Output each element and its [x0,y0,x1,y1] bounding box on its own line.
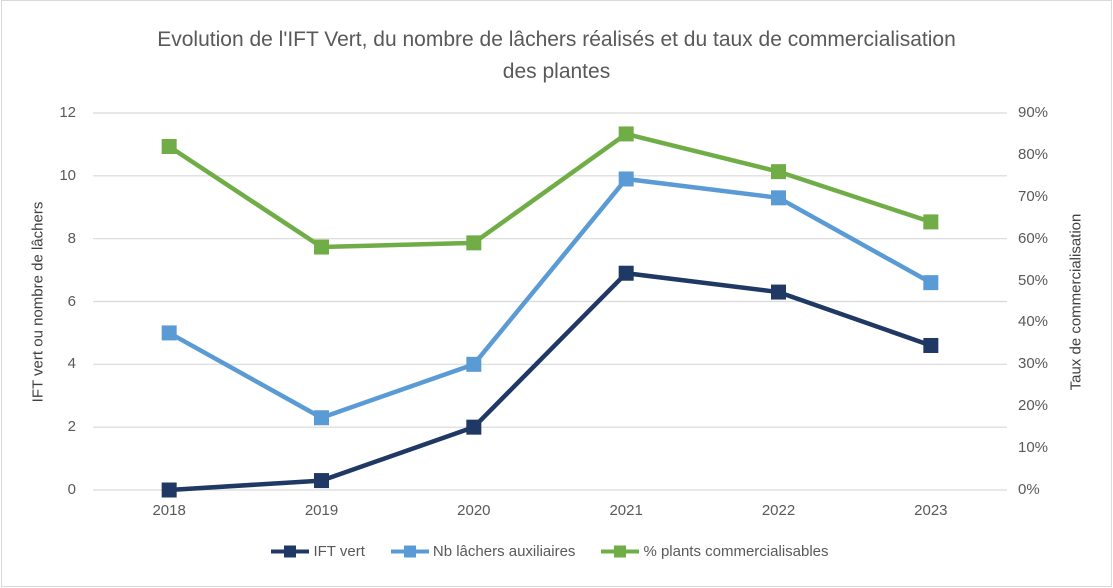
legend-marker-icon [390,545,429,558]
left-axis-tick-label: 8 [67,229,76,247]
data-point-marker [314,473,329,489]
series-line-0 [169,270,932,493]
data-point-marker [161,325,177,341]
legend-marker-icon [601,545,640,558]
data-point-marker [618,171,634,187]
data-point-marker [618,265,634,281]
right-axis-tick-label: 70% [1018,187,1049,205]
x-axis-tick-label: 2020 [457,502,491,519]
data-point-marker [466,419,482,435]
data-point-marker [771,164,786,180]
data-point-marker [771,190,786,206]
left-axis-tick-label: 4 [67,355,76,373]
x-axis-tick-label: 2023 [914,502,948,519]
legend-marker-icon [271,545,310,558]
data-point-marker [466,235,482,251]
data-point-marker [923,337,939,353]
legend-label: % plants commercialisables [643,543,829,560]
right-axis-tick-label: 60% [1018,229,1049,247]
right-axis-tick-label: 90% [1018,104,1049,121]
left-axis-tick-label: 10 [59,166,76,184]
right-axis-tick-label: 80% [1018,145,1049,163]
data-point-marker [923,214,939,230]
right-axis-tick-label: 30% [1018,355,1049,373]
data-point-marker [161,139,177,155]
right-axis-tick-label: 10% [1018,439,1049,457]
x-axis-tick-label: 2021 [609,502,643,519]
left-axis-tick-label: 6 [67,292,76,310]
legend-label: Nb lâchers auxiliaires [432,543,576,560]
right-axis-tick-label: 0% [1018,481,1040,498]
series-line-2 [167,131,932,250]
legend-label: IFT vert [313,543,365,560]
x-axis-tick-label: 2018 [152,502,186,519]
data-point-marker [618,126,634,142]
data-point-marker [923,275,939,291]
right-axis-tick-label: 40% [1018,313,1049,331]
data-point-marker [771,284,786,300]
data-point-marker [314,410,329,426]
left-axis-tick-label: 12 [59,104,76,121]
left-axis-tick-label: 0 [67,481,76,498]
legend-item: % plants commercialisables [601,543,829,560]
right-axis-tick-label: 20% [1018,397,1049,415]
chart-title: Evolution de l'IFT Vert, du nombre de lâ… [157,28,956,83]
data-point-marker [466,356,482,372]
series-line-1 [168,176,932,420]
left-axis-tick-label: 2 [67,418,76,436]
legend-item: IFT vert [271,543,365,560]
data-point-marker [314,239,329,255]
legend-item: Nb lâchers auxiliaires [390,543,576,560]
legend: IFT vert Nb lâchers auxiliaires % plants c… [93,543,1007,560]
data-point-marker [161,482,177,498]
x-axis-tick-label: 2019 [304,502,339,519]
right-axis-tick-label: 50% [1018,271,1049,289]
x-axis-tick-label: 2022 [761,502,796,519]
